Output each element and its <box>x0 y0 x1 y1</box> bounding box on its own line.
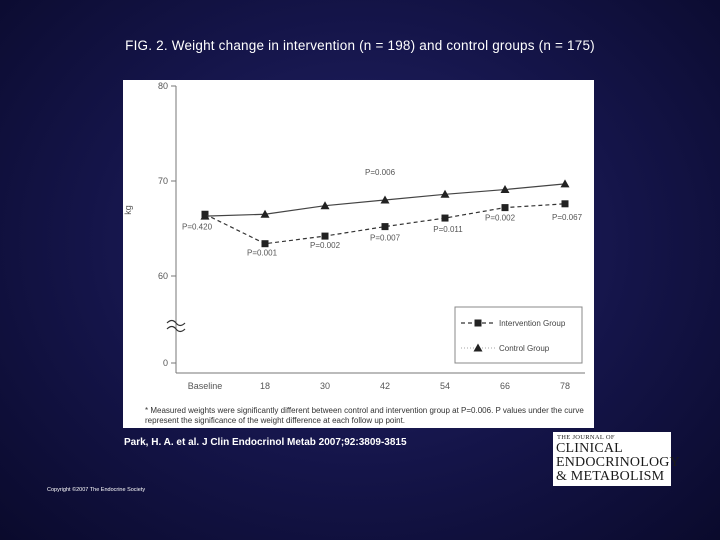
p-value-label-54: P=0.011 <box>433 225 463 234</box>
legend-box <box>454 306 583 364</box>
axis-break-mark-upper <box>166 319 186 327</box>
x-tick-label-18: 18 <box>260 381 270 391</box>
p-value-label-66: P=0.002 <box>485 214 516 223</box>
legend-control-marker <box>473 343 483 352</box>
y-tick-label-0: 0 <box>163 358 168 368</box>
legend-intervention-marker <box>474 319 482 327</box>
intervention-point-66 <box>501 204 509 212</box>
control-point-54 <box>440 189 450 198</box>
figure-panel: 80 70 60 0 kg Baseline 18 30 42 54 66 78 P=0.420 P=0.… <box>123 80 594 428</box>
x-tick-label-42: 42 <box>380 381 390 391</box>
x-tick-label-66: 66 <box>500 381 510 391</box>
chart-footnote: * Measured weights were significantly di… <box>145 406 584 425</box>
control-point-42 <box>380 195 390 204</box>
x-tick-label-78: 78 <box>560 381 570 391</box>
logo-line-2: CLINICAL <box>556 441 623 456</box>
legend-control-label: Control Group <box>499 344 550 353</box>
p-value-label-18: P=0.001 <box>247 249 278 258</box>
control-point-66 <box>500 185 510 194</box>
overall-p-value-label: P=0.006 <box>365 168 396 177</box>
p-value-label-Baseline: P=0.420 <box>182 222 213 231</box>
intervention-point-78 <box>561 200 569 208</box>
p-value-label-78: P=0.067 <box>552 213 583 222</box>
y-tick-label-80: 80 <box>158 81 168 91</box>
logo-line-1: THE JOURNAL OF <box>557 434 615 441</box>
p-value-label-30: P=0.002 <box>310 241 341 250</box>
journal-logo: THE JOURNAL OF CLINICAL ENDOCRINOLOGY & … <box>553 432 680 486</box>
axis-break-mark-lower <box>166 325 186 333</box>
legend-intervention-label: Intervention Group <box>499 319 566 328</box>
x-tick-label-30: 30 <box>320 381 330 391</box>
copyright-notice: Copyright ©2007 The Endocrine Society <box>47 487 146 493</box>
y-tick-label-60: 60 <box>158 271 168 281</box>
y-axis-label: kg <box>123 205 133 215</box>
logo-line-4: & METABOLISM <box>556 469 665 484</box>
intervention-point-54 <box>441 214 449 222</box>
logo-line-3: ENDOCRINOLOGY <box>556 455 680 470</box>
intervention-point-18 <box>261 240 269 248</box>
p-value-label-42: P=0.007 <box>370 234 401 243</box>
control-point-78 <box>560 179 570 188</box>
intervention-point-30 <box>321 232 329 240</box>
x-tick-label-Baseline: Baseline <box>188 381 223 391</box>
control-point-18 <box>260 209 270 218</box>
weight-change-chart: 80 70 60 0 kg Baseline 18 30 42 54 66 78 P=0.420 P=0.… <box>123 81 585 391</box>
intervention-point-42 <box>381 223 389 231</box>
x-tick-label-54: 54 <box>440 381 450 391</box>
control-point-30 <box>320 201 330 210</box>
control-point-Baseline <box>200 211 210 220</box>
citation: Park, H. A. et al. J Clin Endocrinol Met… <box>124 437 407 448</box>
slide-title: FIG. 2. Weight change in intervention (n… <box>125 38 595 53</box>
y-tick-label-70: 70 <box>158 176 168 186</box>
